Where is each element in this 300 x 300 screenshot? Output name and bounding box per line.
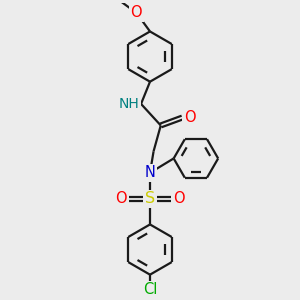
Text: O: O: [130, 5, 142, 20]
Text: O: O: [116, 191, 127, 206]
Text: O: O: [173, 191, 184, 206]
Text: Cl: Cl: [143, 282, 157, 297]
Text: NH: NH: [118, 97, 139, 111]
Text: N: N: [145, 165, 155, 180]
Text: S: S: [145, 191, 155, 206]
Text: O: O: [184, 110, 195, 125]
